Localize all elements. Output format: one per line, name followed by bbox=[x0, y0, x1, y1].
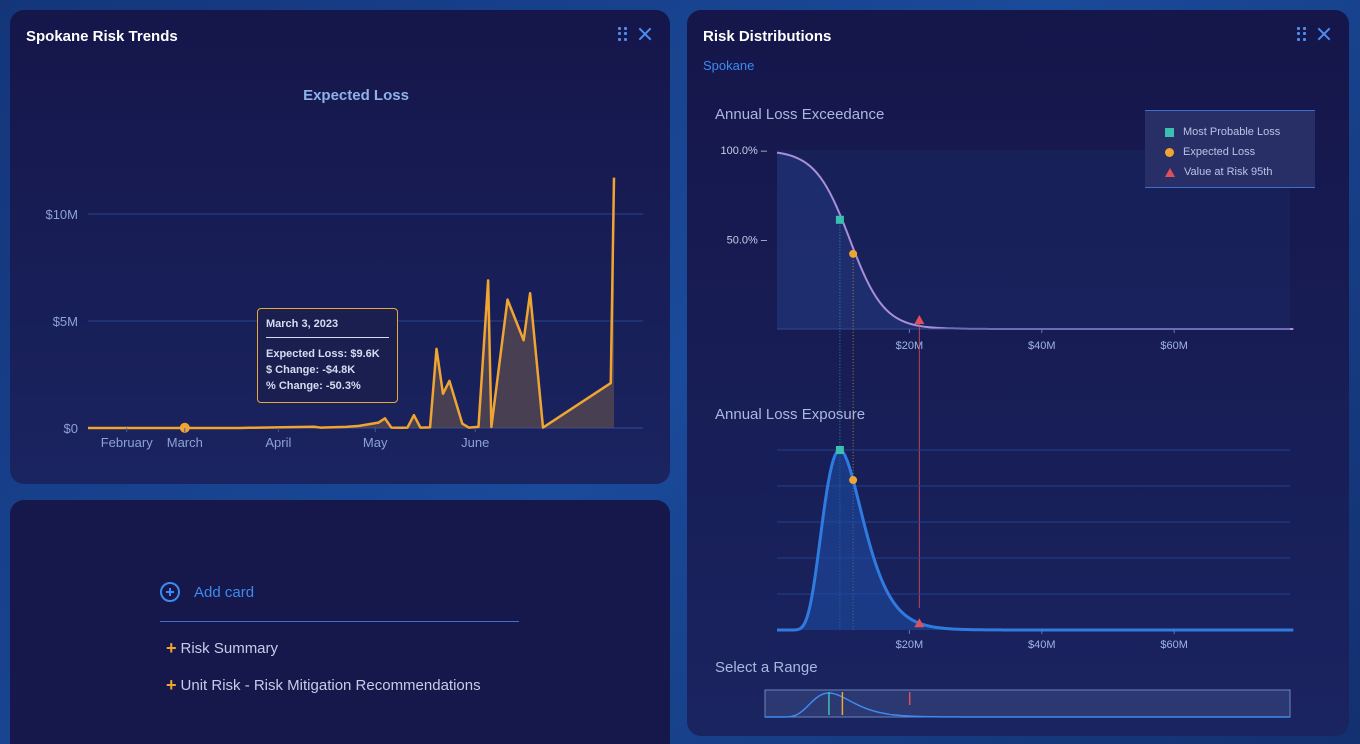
legend-item: Most Probable Loss bbox=[1165, 122, 1315, 142]
square-marker-icon bbox=[1165, 127, 1174, 137]
risk-distributions-card: Risk Distributions Spokane Annual Loss E… bbox=[687, 10, 1349, 736]
triangle-marker-icon bbox=[1165, 167, 1175, 177]
tooltip-line: $ Change: -$4.8K bbox=[266, 364, 356, 376]
x-tick-label: $20M bbox=[896, 340, 924, 352]
most-probable-marker bbox=[835, 215, 844, 224]
y-tick-label: 50.0% – bbox=[727, 235, 768, 247]
expected-loss-chart: Expected Loss $0 $5M $10M February March Apri… bbox=[45, 87, 643, 450]
drag-handle-icon[interactable] bbox=[618, 27, 628, 41]
add-card-panel: Add card + Risk Summary + Unit Risk - Ri… bbox=[10, 500, 670, 744]
y-tick-label: $0 bbox=[64, 421, 78, 436]
exposure-area bbox=[777, 450, 1294, 630]
x-tick-label: June bbox=[461, 435, 489, 450]
tooltip-line: Expected Loss: $9.6K bbox=[266, 348, 380, 360]
var95-marker bbox=[914, 618, 925, 628]
x-tick-label: $40M bbox=[1028, 340, 1056, 352]
y-tick-label: $10M bbox=[45, 207, 78, 222]
divider bbox=[160, 621, 519, 622]
plus-icon: + bbox=[166, 675, 177, 695]
exceedance-title: Annual Loss Exceedance bbox=[715, 106, 885, 123]
highlight-point bbox=[179, 422, 190, 433]
add-option-risk-summary[interactable]: + Risk Summary bbox=[166, 638, 279, 658]
legend-item: Value at Risk 95th bbox=[1165, 162, 1315, 182]
var95-marker bbox=[914, 315, 925, 325]
expected-loss-line bbox=[88, 177, 616, 430]
range-curve bbox=[765, 692, 1290, 718]
x-tick-label: April bbox=[265, 435, 291, 450]
range-title: Select a Range bbox=[715, 659, 818, 676]
add-option-label: Risk Summary bbox=[180, 640, 279, 657]
x-tick-label: February bbox=[101, 435, 154, 450]
chart-tooltip: March 3, 2023 Expected Loss: $9.6K $ Cha… bbox=[257, 308, 398, 403]
y-tick-label: 100.0% – bbox=[721, 145, 768, 157]
legend-item: Expected Loss bbox=[1165, 142, 1315, 162]
chart-legend: Most Probable Loss Expected Loss Value a… bbox=[1145, 110, 1315, 188]
x-tick-label: $40M bbox=[1028, 639, 1056, 651]
y-tick-label: $5M bbox=[53, 314, 78, 329]
x-tick-label: $60M bbox=[1160, 340, 1188, 352]
circle-marker-icon bbox=[1165, 147, 1174, 157]
tooltip-line: % Change: -50.3% bbox=[266, 380, 361, 392]
expected-loss-marker bbox=[849, 249, 858, 258]
card-tools bbox=[618, 27, 652, 41]
exceedance-area bbox=[777, 152, 1294, 329]
card-title: Risk Distributions bbox=[703, 28, 832, 45]
card-tools bbox=[1297, 27, 1331, 41]
add-card-button[interactable]: Add card bbox=[160, 582, 254, 602]
x-tick-label: $60M bbox=[1160, 639, 1188, 651]
risk-trends-card: Spokane Risk Trends Expected Loss $0 $5M $… bbox=[10, 10, 670, 484]
exposure-title: Annual Loss Exposure bbox=[715, 406, 866, 423]
plus-icon: + bbox=[166, 638, 177, 658]
expected-loss-marker bbox=[849, 476, 858, 485]
exposure-line bbox=[777, 448, 1294, 632]
drag-handle-icon[interactable] bbox=[1297, 27, 1307, 41]
location-link[interactable]: Spokane bbox=[703, 58, 755, 73]
add-card-label: Add card bbox=[194, 583, 255, 601]
card-title: Spokane Risk Trends bbox=[26, 28, 178, 45]
add-option-unit-risk[interactable]: + Unit Risk - Risk Mitigation Recommenda… bbox=[166, 675, 481, 695]
plus-circle-icon bbox=[160, 582, 180, 602]
x-tick-label: May bbox=[363, 435, 388, 450]
add-option-label: Unit Risk - Risk Mitigation Recommendati… bbox=[180, 677, 481, 694]
chart-title: Expected Loss bbox=[303, 87, 409, 104]
range-selector bbox=[764, 689, 1291, 718]
legend-label: Most Probable Loss bbox=[1183, 126, 1281, 138]
x-tick-label: March bbox=[167, 435, 203, 450]
tooltip-date: March 3, 2023 bbox=[266, 318, 389, 338]
most-probable-marker bbox=[835, 446, 844, 454]
legend-label: Value at Risk 95th bbox=[1184, 166, 1273, 178]
x-tick-label: $20M bbox=[896, 639, 924, 651]
legend-label: Expected Loss bbox=[1183, 146, 1256, 158]
